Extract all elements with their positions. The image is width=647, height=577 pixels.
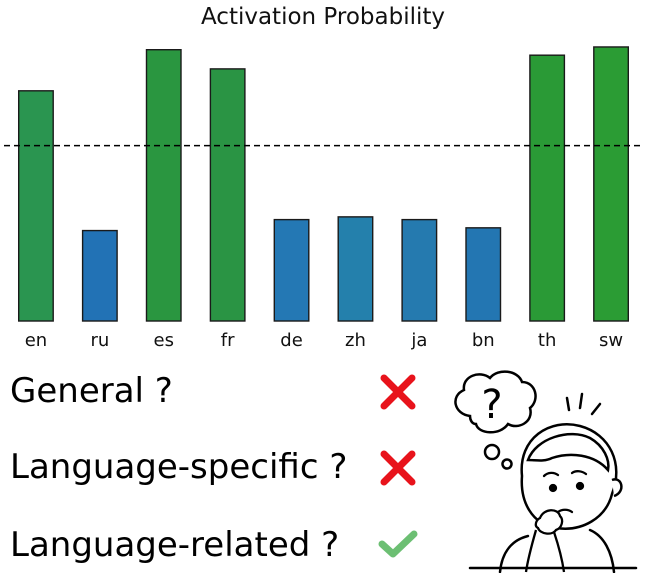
tick-label-sw: sw xyxy=(599,330,623,351)
tick-label-en: en xyxy=(25,330,47,351)
cross-icon-language-specific xyxy=(380,450,416,486)
thinking-person-illustration: ? xyxy=(454,370,638,573)
chart-title: Activation Probability xyxy=(201,4,445,30)
check-icon-language-related xyxy=(378,530,418,558)
tick-label-bn: bn xyxy=(472,330,495,351)
bar-ru xyxy=(81,229,118,322)
question-language-related: Language-related ? xyxy=(10,525,340,565)
bar-sw xyxy=(593,46,630,322)
bar-es xyxy=(145,49,182,322)
thought-question-mark: ? xyxy=(481,382,502,428)
tick-layer: en ru es fr de zh ja bn th sw xyxy=(25,330,623,351)
tick-label-es: es xyxy=(154,330,174,351)
bar-zh xyxy=(337,216,374,322)
bar-fr xyxy=(209,68,246,322)
person-face-icon xyxy=(542,470,588,514)
tick-label-fr: fr xyxy=(221,330,235,351)
surprise-lines-icon xyxy=(565,392,602,416)
tick-label-ru: ru xyxy=(90,330,109,351)
bars-layer xyxy=(17,46,630,322)
hand-on-chin-icon xyxy=(524,509,566,573)
cross-icon-general xyxy=(380,374,416,410)
tick-label-ja: ja xyxy=(410,330,427,351)
bar-ja xyxy=(401,218,438,322)
bar-de xyxy=(273,218,310,322)
person-body-icon xyxy=(468,528,638,573)
tick-label-th: th xyxy=(538,330,556,351)
question-general: General ? xyxy=(10,371,173,411)
tick-label-de: de xyxy=(280,330,303,351)
bar-th xyxy=(529,54,566,322)
bar-bn xyxy=(465,227,502,322)
person-head-icon xyxy=(520,423,623,530)
activation-chart: Activation Probability en ru es fr de zh ja bn t… xyxy=(4,4,643,351)
tick-label-zh: zh xyxy=(345,330,366,351)
question-language-specific: Language-specific ? xyxy=(10,447,348,487)
bar-en xyxy=(17,90,54,322)
thought-bubble-icon xyxy=(454,370,537,470)
